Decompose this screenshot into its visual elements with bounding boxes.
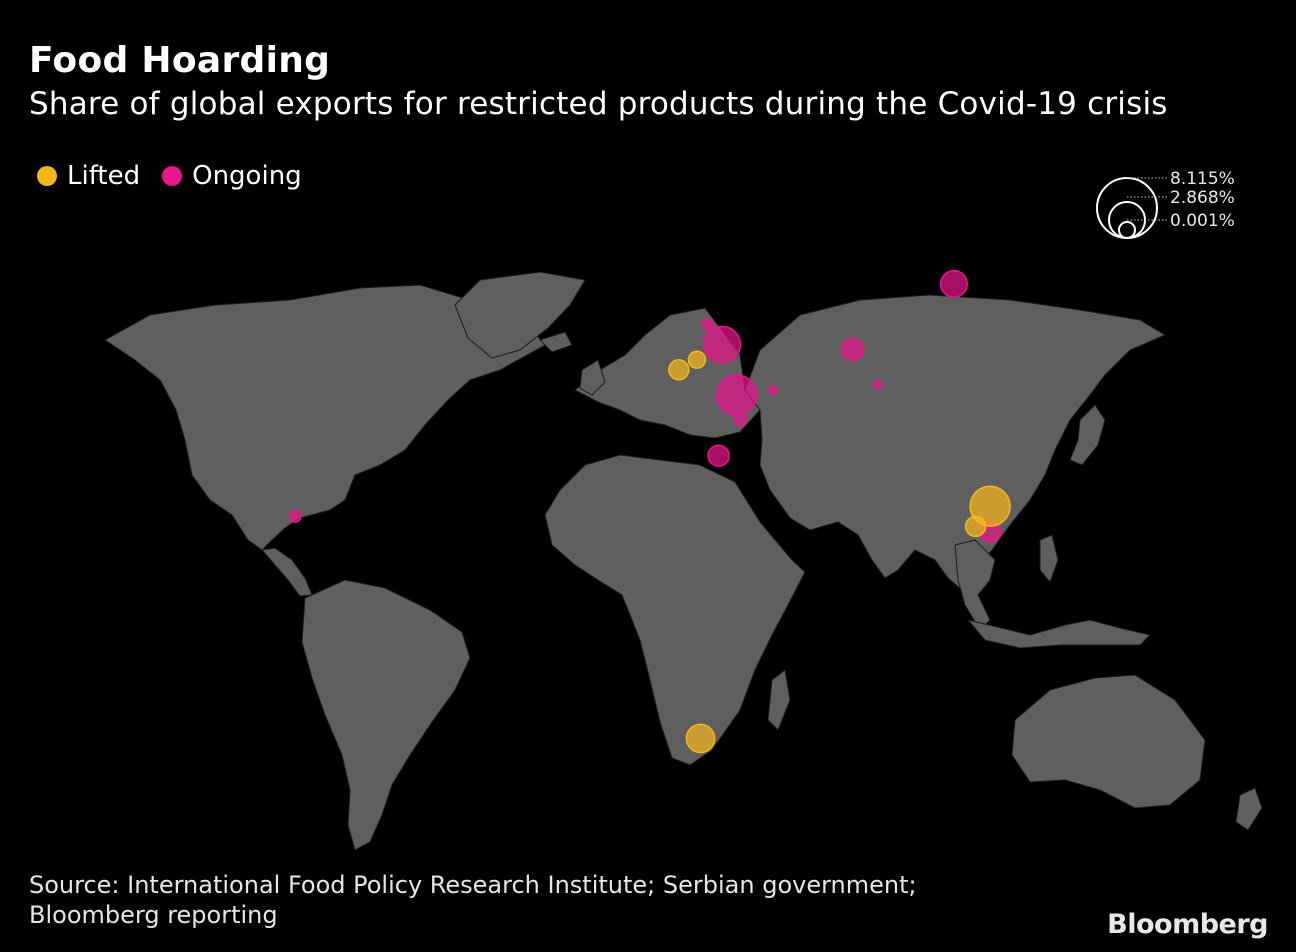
size-legend-value-large: 8.115%	[1170, 169, 1235, 189]
europe-landmass	[574, 307, 761, 439]
ongoing-swatch-icon	[162, 166, 183, 186]
map-marker-lifted-11	[668, 359, 690, 381]
bloomberg-logo: Bloomberg	[1107, 909, 1268, 940]
asia-landmass	[744, 294, 1167, 591]
philippines-landmass	[1039, 534, 1059, 583]
indonesia-landmass	[966, 619, 1151, 649]
map-marker-lifted-15	[685, 723, 716, 754]
map-marker-ongoing-5	[768, 385, 778, 395]
legend-label-lifted: Lifted	[67, 161, 141, 191]
map-marker-lifted-13	[969, 485, 1011, 527]
map-marker-ongoing-3	[840, 337, 865, 362]
southeast-asia-landmass	[954, 539, 996, 631]
size-legend-value-medium: 2.868%	[1170, 188, 1235, 208]
size-legend-value-small: 0.001%	[1170, 211, 1235, 231]
map-marker-ongoing-0	[939, 269, 968, 298]
map-marker-lifted-12	[687, 350, 707, 369]
map-marker-ongoing-4	[715, 374, 758, 416]
legend-item-ongoing: Ongoing	[162, 161, 302, 191]
world-map	[104, 269, 1263, 851]
central-america-landmass	[261, 547, 313, 597]
land-layer	[104, 271, 1263, 851]
size-legend-circle-large	[1096, 177, 1158, 239]
map-marker-lifted-14	[964, 515, 987, 538]
size-legend-circle-small	[1118, 221, 1136, 239]
size-legend: 8.115% 2.868% 0.001%	[1096, 169, 1235, 239]
map-marker-ongoing-7	[733, 413, 747, 427]
map-marker-ongoing-6	[873, 380, 883, 390]
south-america-landmass	[301, 579, 471, 851]
legend-label-ongoing: Ongoing	[192, 161, 302, 191]
lifted-swatch-icon	[37, 166, 57, 186]
iceland-landmass	[539, 331, 573, 353]
new-zealand-landmass	[1235, 787, 1263, 831]
map-marker-ongoing-8	[707, 444, 730, 467]
markers-layer	[288, 269, 1011, 754]
north-america-landmass	[104, 284, 546, 551]
japan-landmass	[1069, 404, 1106, 466]
australia-landmass	[1011, 674, 1206, 809]
chart-title: Food Hoarding	[29, 40, 331, 81]
uk-landmass	[579, 359, 606, 396]
source-line-2: Bloomberg reporting	[29, 901, 278, 929]
color-legend: Lifted Ongoing	[37, 161, 324, 191]
madagascar-landmass	[767, 669, 791, 731]
legend-item-lifted: Lifted	[37, 161, 140, 191]
source-note: Source: International Food Policy Resear…	[29, 870, 917, 930]
chart-subtitle: Share of global exports for restricted p…	[29, 86, 1168, 122]
africa-landmass	[544, 454, 806, 766]
greenland-landmass	[454, 271, 586, 359]
map-marker-ongoing-1	[703, 325, 742, 364]
map-marker-ongoing-9	[288, 509, 302, 523]
map-marker-ongoing-2	[701, 318, 714, 331]
source-line-1: Source: International Food Policy Resear…	[29, 871, 917, 899]
